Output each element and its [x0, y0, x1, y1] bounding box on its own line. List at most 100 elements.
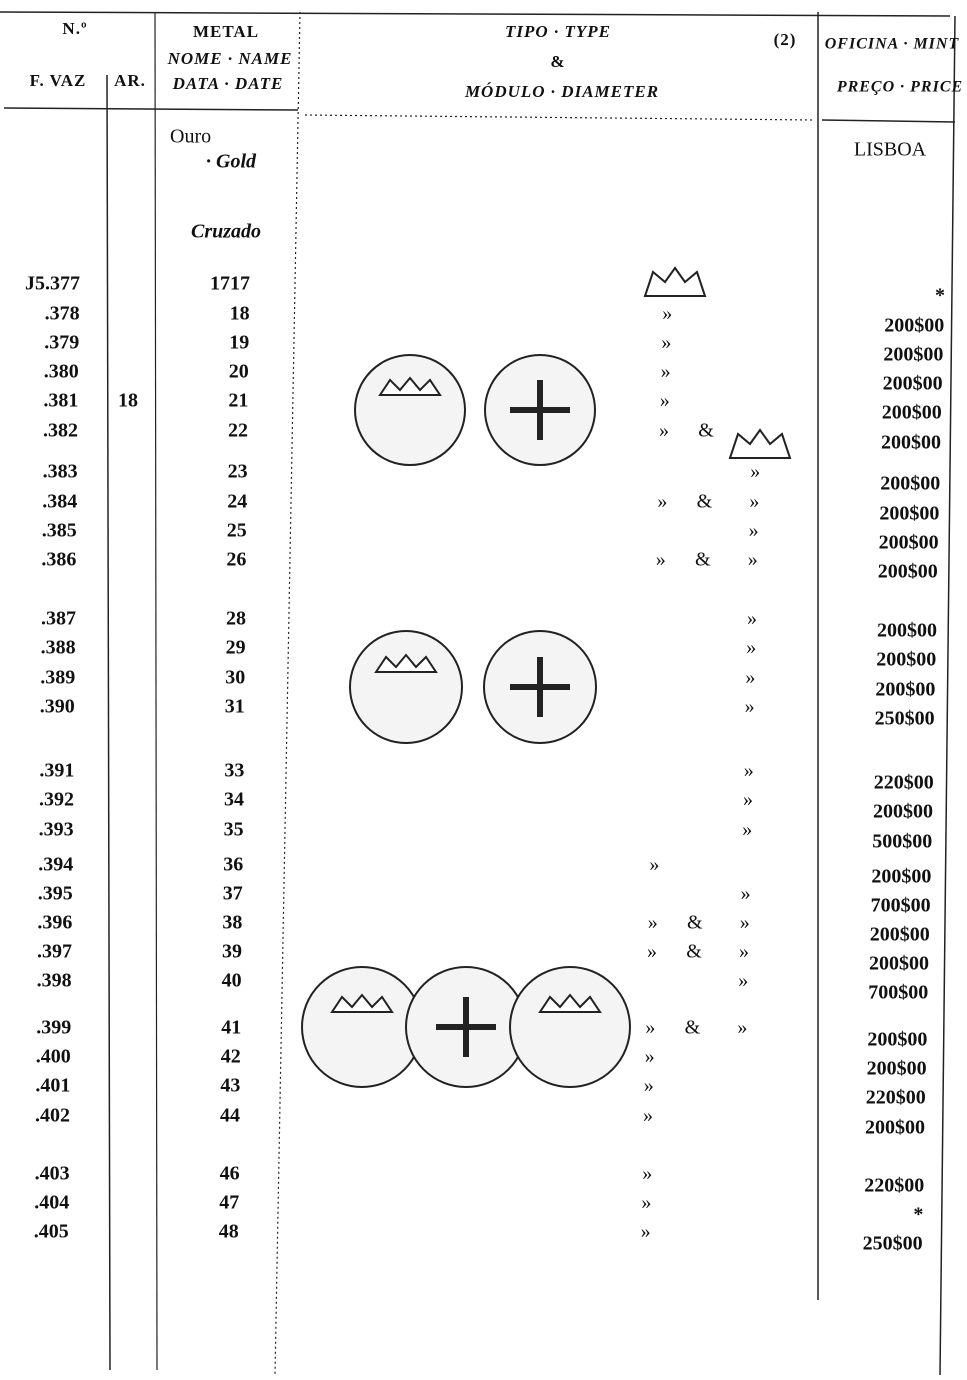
row-date: 36: [223, 854, 243, 876]
row-price: 200$00: [880, 473, 940, 495]
row-number: .393: [39, 819, 74, 841]
row-price: 200$00: [865, 1117, 925, 1139]
row-price: 250$00: [863, 1233, 923, 1255]
row-number: .390: [40, 696, 75, 718]
row-price: 220$00: [874, 772, 934, 794]
row-date: 46: [220, 1163, 240, 1185]
type-mark: &: [695, 549, 711, 571]
row-price: 200$00: [879, 532, 939, 554]
row-price: 500$00: [872, 831, 932, 853]
header-price: PREÇO · PRICE: [836, 79, 963, 96]
row-number: .404: [34, 1192, 69, 1214]
type-mark: »: [642, 1163, 652, 1185]
row-price: 200$00: [873, 801, 933, 823]
type-mark: »: [749, 520, 759, 542]
row-date: 24: [227, 491, 247, 513]
row-date: 23: [228, 461, 248, 483]
type-mark: »: [661, 361, 671, 383]
rules: [0, 11, 956, 1376]
row-number: .403: [35, 1163, 70, 1185]
row-date: 20: [229, 361, 249, 383]
type-mark: »: [742, 819, 752, 841]
row-date: 26: [226, 549, 246, 571]
row-price: 200$00: [870, 924, 930, 946]
type-mark: &: [697, 491, 713, 513]
type-mark: »: [644, 1075, 654, 1097]
row-price: 200$00: [876, 649, 936, 671]
type-mark: »: [745, 667, 755, 689]
row-number: .382: [43, 420, 78, 442]
row-date: 31: [225, 696, 245, 718]
type-mark: »: [737, 1017, 747, 1039]
row-number: .394: [38, 854, 73, 876]
type-mark: »: [741, 883, 751, 905]
type-mark: »: [649, 854, 659, 876]
type-mark: »: [641, 1221, 651, 1243]
row-date: 1717: [210, 273, 250, 295]
row-date: 18: [230, 303, 250, 325]
type-mark: »: [643, 1105, 653, 1127]
type-mark: »: [748, 549, 758, 571]
coin-name: Cruzado: [191, 221, 261, 243]
row-date: 40: [222, 970, 242, 992]
type-mark: »: [745, 696, 755, 718]
row-date: 34: [224, 789, 244, 811]
row-date: 37: [223, 883, 243, 905]
row-price: 200$00: [875, 679, 935, 701]
type-mark: »: [645, 1017, 655, 1039]
row-date: 48: [219, 1221, 239, 1243]
row-date: 42: [221, 1046, 241, 1068]
row-price: 200$00: [882, 402, 942, 424]
header-mint: OFICINA · MINT: [825, 36, 960, 53]
header-note: (2): [774, 30, 797, 49]
row-date: 25: [227, 520, 247, 542]
row-price: 200$00: [871, 866, 931, 888]
type-mark: &: [686, 941, 702, 963]
row-number: .384: [42, 491, 77, 513]
row-price: 200$00: [884, 315, 944, 337]
row-date: 41: [221, 1017, 241, 1039]
row-date: 21: [228, 390, 248, 412]
row-price: 200$00: [883, 344, 943, 366]
row-number: .379: [44, 332, 79, 354]
row-number: .389: [40, 667, 75, 689]
header-number: N.º: [62, 19, 87, 38]
type-mark: »: [747, 608, 757, 630]
row-number: .387: [41, 608, 76, 630]
row-date: 43: [220, 1075, 240, 1097]
row-number: .400: [36, 1046, 71, 1068]
row-price: *: [913, 1204, 923, 1226]
type-mark: &: [687, 912, 703, 934]
row-date: 33: [224, 760, 244, 782]
type-mark: »: [743, 789, 753, 811]
mint: LISBOA: [854, 139, 927, 161]
row-price: 200$00: [879, 503, 939, 525]
type-mark: »: [750, 461, 760, 483]
row-price: 700$00: [871, 895, 931, 917]
row-price: 200$00: [877, 620, 937, 642]
row-date: 38: [222, 912, 242, 934]
type-mark: &: [685, 1017, 701, 1039]
row-price: 200$00: [881, 432, 941, 454]
row-date: 22: [228, 420, 248, 442]
row-number: .386: [41, 549, 76, 571]
row-price: 200$00: [869, 953, 929, 975]
metal: Ouro: [170, 126, 211, 148]
type-mark: »: [740, 912, 750, 934]
row-number: .402: [35, 1105, 70, 1127]
row-price: 220$00: [864, 1175, 924, 1197]
type-mark: »: [749, 491, 759, 513]
header-amp: &: [550, 52, 565, 71]
row-price: *: [935, 285, 945, 307]
row-number: .401: [35, 1075, 70, 1097]
type-mark: »: [744, 760, 754, 782]
type-mark: »: [662, 303, 672, 325]
row-number: .399: [36, 1017, 71, 1039]
row-price: 200$00: [867, 1029, 927, 1051]
ar-value: 18: [118, 390, 138, 412]
row-date: 28: [226, 608, 246, 630]
row-price: 700$00: [868, 982, 928, 1004]
type-mark: »: [648, 912, 658, 934]
row-price: 250$00: [875, 708, 935, 730]
